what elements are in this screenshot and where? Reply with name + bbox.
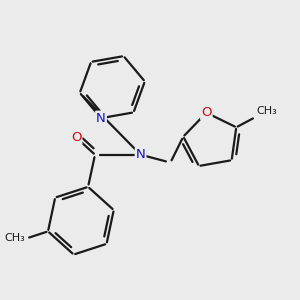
Text: O: O (201, 106, 211, 119)
Text: CH₃: CH₃ (4, 233, 25, 243)
Text: N: N (96, 112, 106, 125)
Text: N: N (136, 148, 146, 161)
Text: O: O (71, 131, 81, 144)
Text: CH₃: CH₃ (256, 106, 277, 116)
